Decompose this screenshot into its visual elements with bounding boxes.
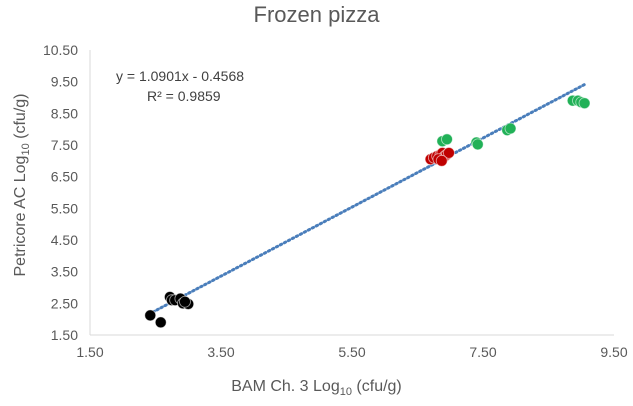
- x-tick-label: 1.50: [76, 344, 103, 360]
- y-tick-label: 4.50: [51, 232, 78, 248]
- data-point: [578, 97, 591, 110]
- y-axis-label: Petricore AC Log10 (cfu/g): [12, 93, 33, 277]
- y-tick-label: 3.50: [51, 264, 78, 280]
- y-tick-label: 1.50: [51, 327, 78, 343]
- y-tick-label: 10.50: [43, 42, 78, 58]
- trendline: [147, 83, 587, 316]
- data-point: [179, 295, 191, 308]
- data-point: [144, 309, 157, 322]
- r-squared-text: R² = 0.9859: [147, 88, 221, 104]
- x-tick-label: 5.50: [338, 344, 365, 360]
- equation-text: y = 1.0901x - 0.4568: [116, 68, 245, 84]
- y-tick-label: 5.50: [51, 200, 78, 216]
- trendline-equation: y = 1.0901x - 0.4568 R² = 0.9859: [116, 66, 244, 106]
- y-tick-label: 8.50: [51, 105, 78, 121]
- data-point: [504, 122, 517, 135]
- data-point: [443, 147, 455, 159]
- y-tick-label: 9.50: [51, 74, 78, 90]
- data-point: [435, 154, 448, 167]
- points-layer: [144, 94, 591, 329]
- x-tick-label: 3.50: [207, 344, 234, 360]
- tick-labels: 1.50 3.50 5.50 7.50 9.50 1.50 2.50 3.50 4.50 5.50…: [43, 42, 628, 360]
- data-point: [154, 316, 167, 329]
- data-point: [441, 133, 453, 146]
- y-tick-label: 6.50: [51, 169, 78, 185]
- x-axis-label: BAM Ch. 3 Log10 (cfu/g): [231, 378, 402, 399]
- x-tick-label: 9.50: [600, 344, 627, 360]
- chart-title: Frozen pizza: [253, 2, 380, 27]
- y-tick-label: 2.50: [51, 295, 78, 311]
- data-point: [471, 138, 484, 151]
- x-tick-label: 7.50: [469, 344, 496, 360]
- axes: [89, 50, 614, 336]
- trendline-layer: [147, 83, 587, 316]
- y-tick-label: 7.50: [51, 137, 78, 153]
